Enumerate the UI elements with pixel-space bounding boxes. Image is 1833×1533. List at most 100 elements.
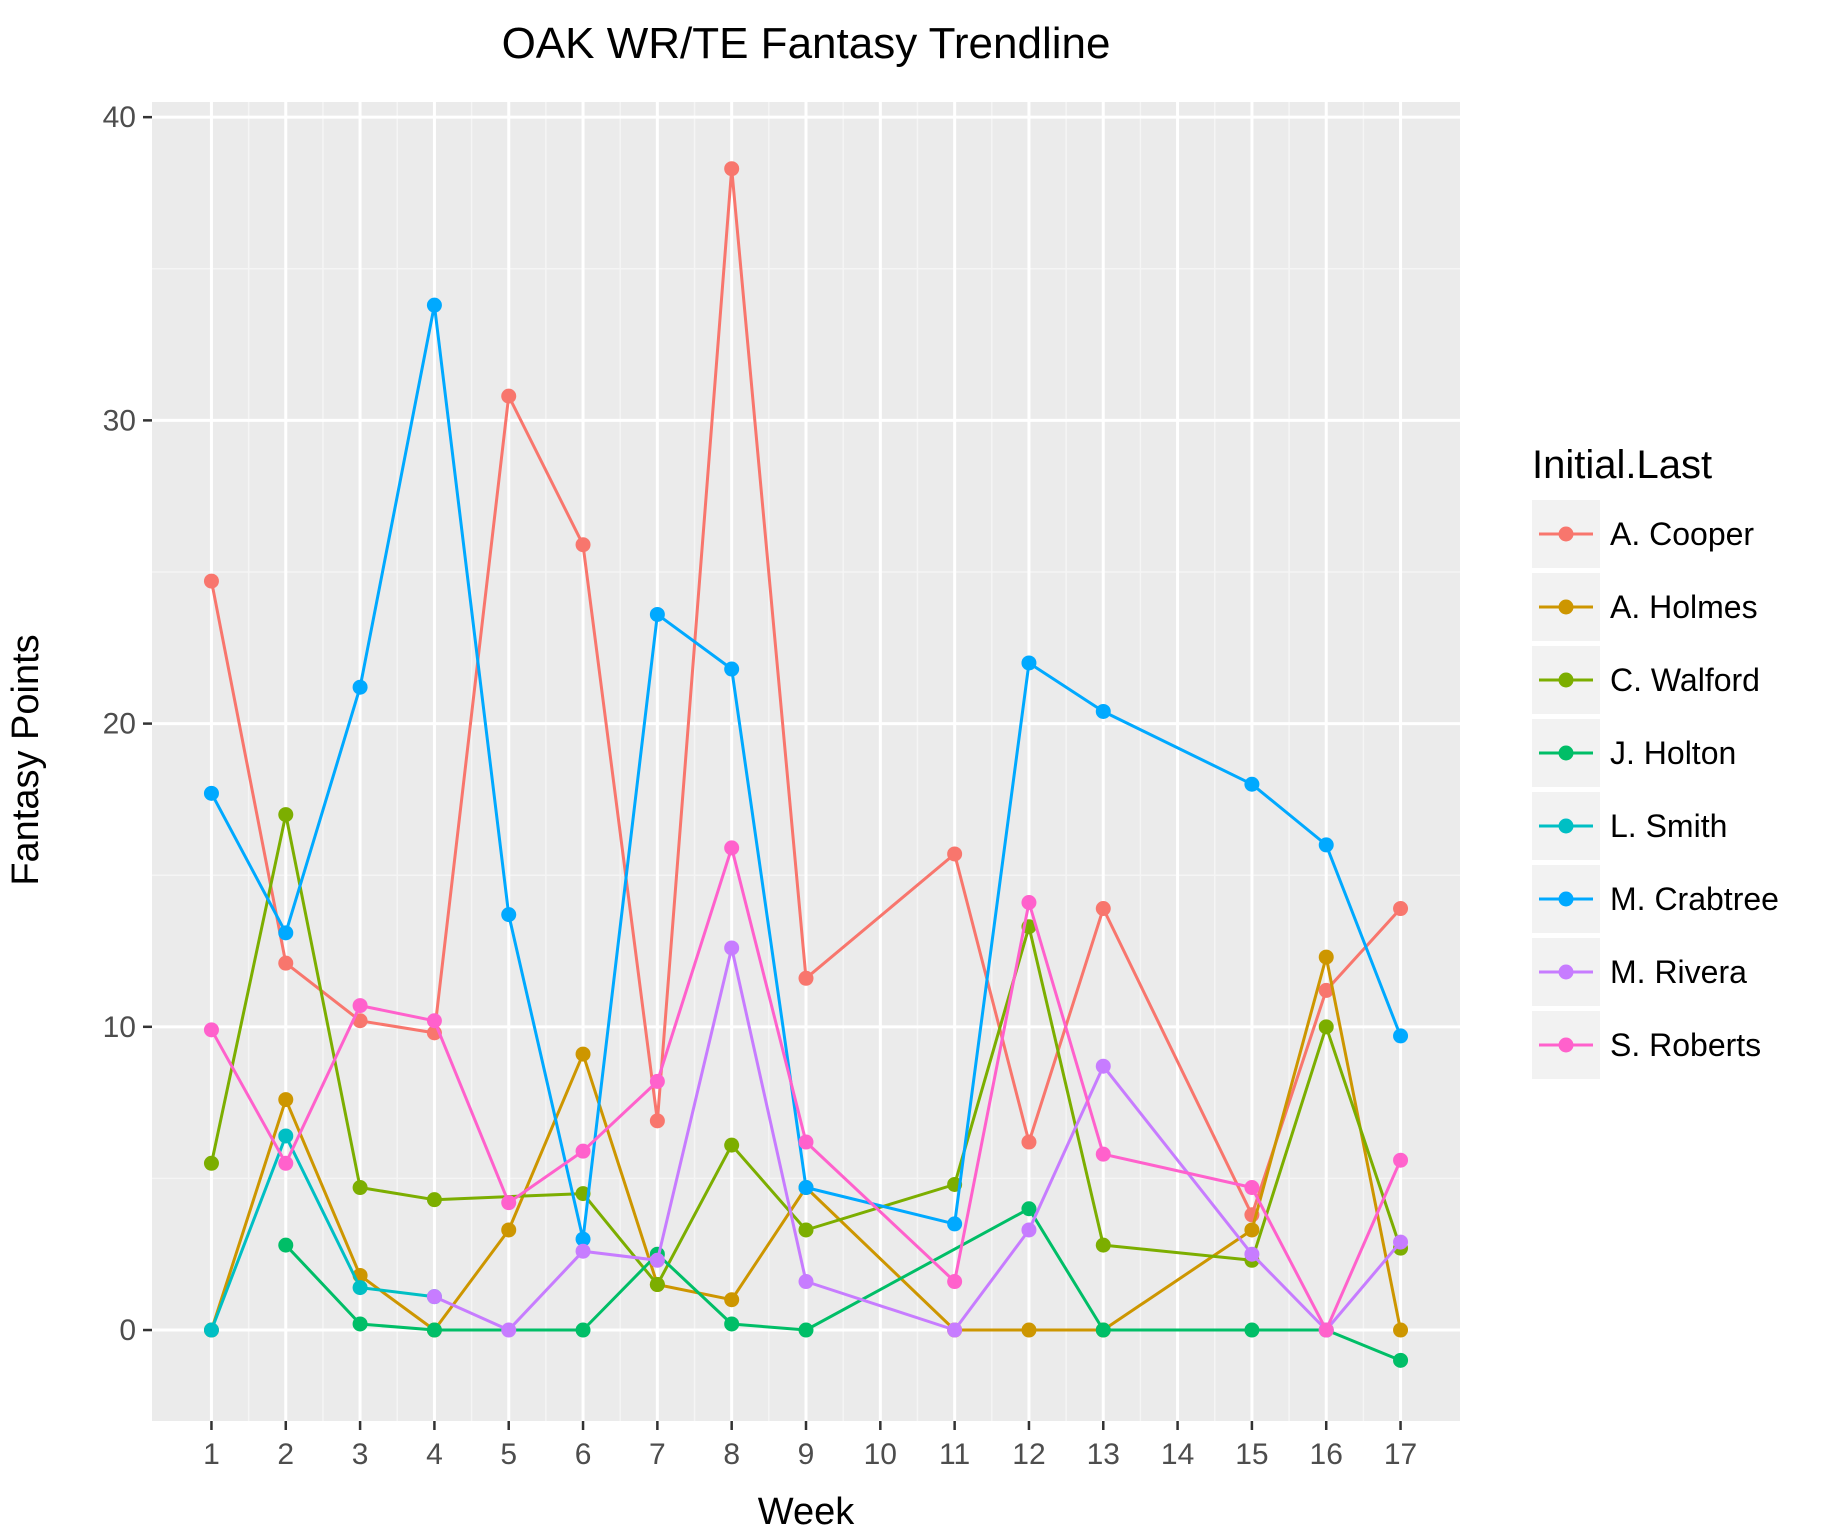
data-point <box>278 807 294 823</box>
x-axis-title: Week <box>758 1491 855 1533</box>
data-point <box>1318 982 1334 998</box>
data-point <box>501 1222 517 1238</box>
data-point <box>426 1322 442 1338</box>
data-point <box>501 1195 517 1211</box>
legend-label: M. Rivera <box>1610 954 1747 990</box>
data-point <box>352 1180 368 1196</box>
data-point <box>426 1289 442 1305</box>
series-line <box>210 1134 435 1331</box>
legend-key-point <box>1558 818 1574 834</box>
data-point <box>947 1322 963 1338</box>
data-point <box>1095 1322 1111 1338</box>
data-point <box>798 970 814 986</box>
data-point <box>575 1243 591 1259</box>
data-point <box>1021 1222 1037 1238</box>
data-point <box>1095 1146 1111 1162</box>
legend-label: M. Crabtree <box>1610 881 1779 917</box>
data-point <box>426 297 442 313</box>
data-point <box>1021 1201 1037 1217</box>
data-point <box>352 998 368 1014</box>
x-tick-label: 5 <box>500 1438 517 1471</box>
x-tick-label: 7 <box>649 1438 666 1471</box>
data-point <box>1244 1246 1260 1262</box>
x-tick-label: 12 <box>1012 1438 1045 1471</box>
legend-label: C. Walford <box>1610 662 1760 698</box>
x-tick-label: 13 <box>1087 1438 1120 1471</box>
data-point <box>352 1316 368 1332</box>
series-line <box>284 1207 1402 1362</box>
legend-label: A. Holmes <box>1610 589 1758 625</box>
data-point <box>1095 1237 1111 1253</box>
data-point <box>724 161 740 177</box>
data-point <box>1244 1322 1260 1338</box>
legend-key-point <box>1558 526 1574 542</box>
x-tick-label: 9 <box>798 1438 815 1471</box>
data-point <box>501 1322 517 1338</box>
legend-item: A. Holmes <box>1532 573 1758 641</box>
series-group <box>203 161 1409 1368</box>
data-point <box>798 1134 814 1150</box>
data-point <box>649 1277 665 1293</box>
legend-item: M. Rivera <box>1532 938 1747 1006</box>
y-tick-label: 0 <box>119 1314 136 1347</box>
data-point <box>426 1013 442 1029</box>
data-point <box>798 1180 814 1196</box>
data-point <box>203 785 219 801</box>
data-point <box>1393 901 1409 917</box>
data-point <box>1244 776 1260 792</box>
data-point <box>1095 703 1111 719</box>
data-point <box>947 1274 963 1290</box>
legend-item: S. Roberts <box>1532 1011 1761 1079</box>
data-point <box>649 1252 665 1268</box>
y-axis-title: Fantasy Points <box>5 634 47 885</box>
data-point <box>203 1322 219 1338</box>
data-point <box>352 679 368 695</box>
data-point <box>1318 837 1334 853</box>
data-point <box>947 1216 963 1232</box>
data-point <box>649 1073 665 1089</box>
data-point <box>575 537 591 553</box>
data-point <box>798 1322 814 1338</box>
x-tick-label: 14 <box>1161 1438 1194 1471</box>
data-point <box>1021 894 1037 910</box>
legend-key-point <box>1558 1037 1574 1053</box>
legend-item: L. Smith <box>1532 792 1727 860</box>
x-tick-label: 11 <box>939 1438 970 1471</box>
data-point <box>1021 1322 1037 1338</box>
data-point <box>724 940 740 956</box>
data-point <box>1318 1019 1334 1035</box>
x-tick-label: 17 <box>1384 1438 1417 1471</box>
series-line <box>210 813 1402 1287</box>
data-point <box>575 1322 591 1338</box>
data-point <box>575 1046 591 1062</box>
data-point <box>1095 901 1111 917</box>
y-tick-label: 30 <box>103 404 136 437</box>
data-point <box>649 606 665 622</box>
x-tick-label: 3 <box>352 1438 369 1471</box>
data-point <box>724 1137 740 1153</box>
legend: Initial.Last A. Cooper A. Holmes C. Walfor… <box>1532 443 1779 1079</box>
series-s-roberts <box>203 840 1409 1338</box>
plot-panel <box>152 102 1460 1421</box>
data-point <box>278 925 294 941</box>
data-point <box>724 1316 740 1332</box>
legend-item: J. Holton <box>1532 719 1736 787</box>
data-point <box>1393 1152 1409 1168</box>
chart-title: OAK WR/TE Fantasy Trendline <box>502 19 1111 68</box>
data-point <box>575 1143 591 1159</box>
x-tick-label: 16 <box>1310 1438 1343 1471</box>
legend-key-point <box>1558 672 1574 688</box>
data-point <box>724 1292 740 1308</box>
data-point <box>1393 1352 1409 1368</box>
x-tick-label: 8 <box>723 1438 740 1471</box>
data-point <box>1021 1134 1037 1150</box>
data-point <box>575 1231 591 1247</box>
x-tick-label: 10 <box>864 1438 897 1471</box>
data-point <box>278 1155 294 1171</box>
data-point <box>501 388 517 404</box>
legend-label: A. Cooper <box>1610 516 1754 552</box>
legend-key-point <box>1558 964 1574 980</box>
data-point <box>203 573 219 589</box>
legend-key-point <box>1558 891 1574 907</box>
